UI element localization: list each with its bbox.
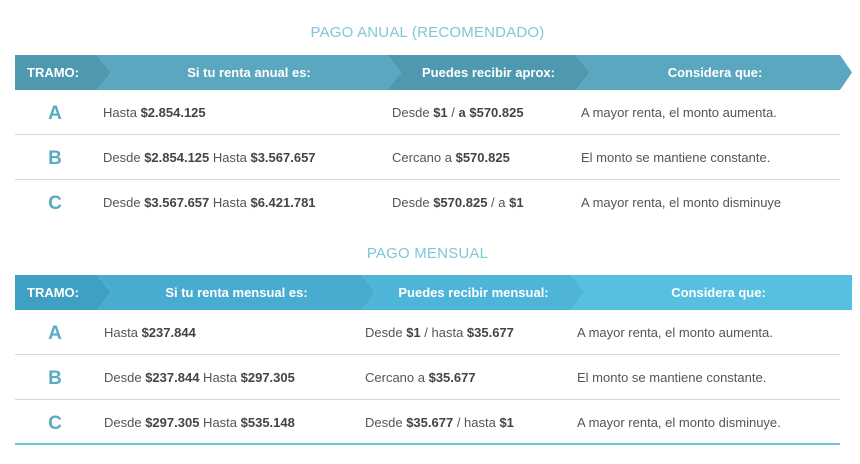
tramo-letter: C (48, 413, 62, 434)
amount-value: $35.677 (428, 370, 476, 385)
renta-cell: Desde $237.844 Hasta $297.305 (104, 370, 295, 385)
tramo-letter: A (48, 103, 62, 124)
header-segment-1 (15, 55, 111, 90)
header-recibir: Puedes recibir aprox: (422, 65, 555, 80)
table-row: B Desde $237.844 Hasta $297.305 Cercano … (15, 355, 840, 400)
recibir-cell: Desde $1 / hasta $35.677 (365, 325, 514, 340)
amount-value: $1 (433, 105, 448, 120)
header-segment-3 (362, 275, 585, 310)
considera-cell: El monto se mantiene constante. (581, 150, 771, 165)
amount-value: $535.148 (240, 415, 295, 430)
amount-value: $3.567.657 (144, 195, 210, 210)
recibir-cell: Cercano a $570.825 (392, 150, 510, 165)
header-renta: Si tu renta mensual es: (165, 285, 308, 300)
amount-value: $35.677 (406, 415, 454, 430)
table-row: A Hasta $2.854.125 Desde $1 / a $570.825… (15, 90, 840, 135)
header-tramo: TRAMO: (27, 285, 79, 300)
tramo-letter: C (48, 193, 62, 214)
amount-value: $570.825 (433, 195, 488, 210)
section-title-anual: PAGO ANUAL (RECOMENDADO) (310, 24, 545, 41)
tramo-letter: B (48, 148, 62, 169)
header-segment-4 (571, 275, 852, 310)
considera-cell: A mayor renta, el monto disminuye (581, 195, 782, 210)
header-considera: Considera que: (671, 285, 766, 300)
considera-cell: A mayor renta, el monto aumenta. (581, 105, 777, 120)
header-tramo: TRAMO: (27, 65, 79, 80)
renta-cell: Desde $297.305 Hasta $535.148 (104, 415, 295, 430)
amount-value: $297.305 (240, 370, 295, 385)
amount-value: $1 (406, 325, 421, 340)
header-recibir: Puedes recibir mensual: (398, 285, 549, 300)
header-segment-4 (576, 55, 852, 90)
table-row: C Desde $3.567.657 Hasta $6.421.781 Desd… (15, 180, 840, 225)
header-segment-2 (97, 55, 401, 90)
header-bar-anual: TRAMO: Si tu renta anual es: Puedes reci… (15, 55, 852, 90)
renta-cell: Desde $3.567.657 Hasta $6.421.781 (103, 195, 316, 210)
amount-value: $570.825 (455, 150, 510, 165)
amount-value: $3.567.657 (250, 150, 316, 165)
amount-value: $1 (509, 195, 524, 210)
amount-value: $2.854.125 (144, 150, 210, 165)
considera-cell: A mayor renta, el monto aumenta. (577, 325, 773, 340)
tramo-letter: A (48, 323, 62, 344)
header-considera: Considera que: (667, 65, 763, 80)
amount-value: $2.854.125 (140, 105, 206, 120)
renta-cell: Desde $2.854.125 Hasta $3.567.657 (103, 150, 316, 165)
renta-cell: Hasta $2.854.125 (103, 105, 206, 120)
header-arrows-anual (15, 55, 852, 90)
table-row: C Desde $297.305 Hasta $535.148 Desde $3… (15, 400, 840, 445)
recibir-cell: Cercano a $35.677 (365, 370, 476, 385)
table-row: A Hasta $237.844 Desde $1 / hasta $35.67… (15, 310, 840, 355)
header-arrows-mensual (15, 275, 852, 310)
considera-cell: A mayor renta, el monto disminuye. (577, 415, 781, 430)
amount-value: a $570.825 (458, 105, 524, 120)
recibir-cell: Desde $570.825 / a $1 (392, 195, 524, 210)
renta-cell: Hasta $237.844 (104, 325, 196, 340)
amount-value: $297.305 (145, 415, 200, 430)
recibir-cell: Desde $35.677 / hasta $1 (365, 415, 514, 430)
section-title-mensual: PAGO MENSUAL (366, 245, 489, 262)
header-segment-1 (15, 275, 111, 310)
recibir-cell: Desde $1 / a $570.825 (392, 105, 524, 120)
amount-value: $237.844 (141, 325, 196, 340)
amount-value: $35.677 (466, 325, 514, 340)
header-segment-2 (97, 275, 376, 310)
header-segment-3 (387, 55, 590, 90)
amount-value: $237.844 (145, 370, 200, 385)
amount-value: $1 (499, 415, 514, 430)
amount-value: $6.421.781 (250, 195, 316, 210)
table-row: B Desde $2.854.125 Hasta $3.567.657 Cerc… (15, 135, 840, 180)
tramo-letter: B (48, 368, 62, 389)
header-renta: Si tu renta anual es: (187, 65, 311, 80)
header-bar-mensual: TRAMO: Si tu renta mensual es: Puedes re… (15, 275, 852, 310)
considera-cell: El monto se mantiene constante. (577, 370, 767, 385)
